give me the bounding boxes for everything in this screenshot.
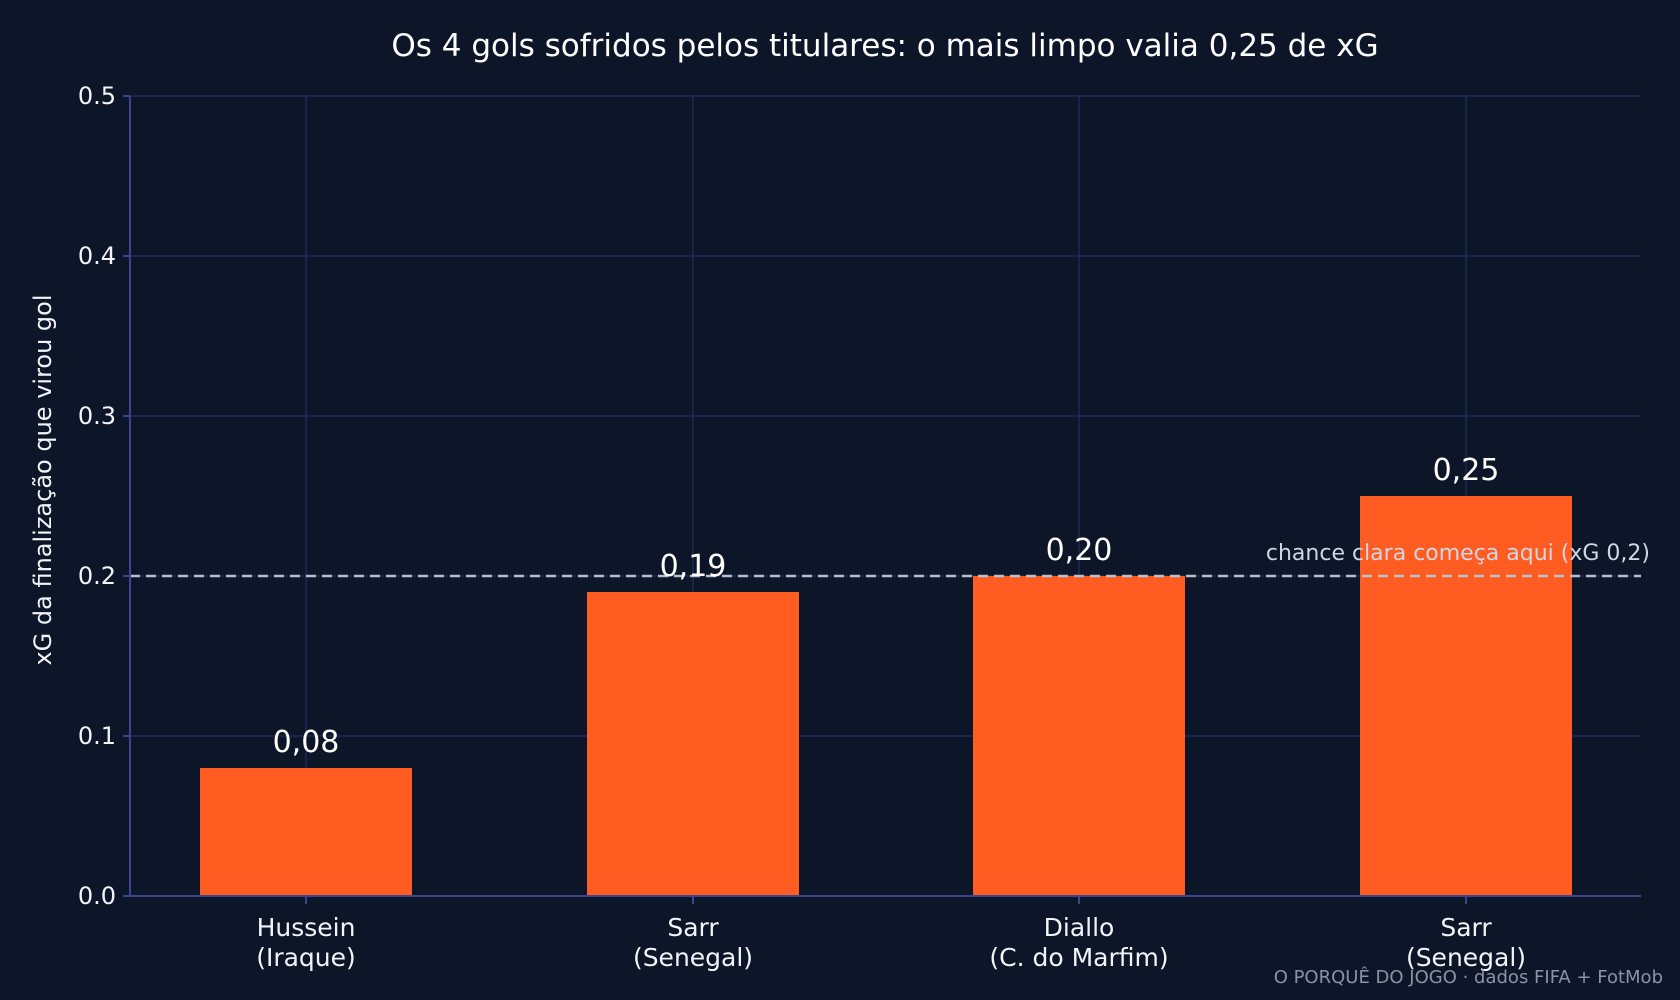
- value-label: 0,08: [273, 725, 340, 760]
- x-tick-label: (Iraque): [256, 943, 356, 972]
- bar: [1360, 496, 1572, 896]
- y-tick-label: 0.4: [78, 242, 116, 270]
- labels: 0.0 0.1 0.2 0.3 0.4 0.5 0,08 Hussein(Iraque) 0,1…: [78, 82, 1526, 972]
- x-tick-label: (C. do Marfim): [989, 943, 1168, 972]
- bar: [973, 576, 1185, 896]
- x-tick-label: (Senegal): [1406, 943, 1526, 972]
- bar: [587, 592, 799, 896]
- x-tick-label: (Senegal): [633, 943, 753, 972]
- bar: [200, 768, 412, 896]
- bars: [200, 496, 1572, 896]
- value-label: 0,20: [1046, 533, 1113, 568]
- y-axis-label: xG da finalização que virou gol: [29, 294, 57, 665]
- x-tick-label: Hussein: [257, 913, 356, 942]
- x-tick-label: Sarr: [1440, 913, 1492, 942]
- y-tick-label: 0.1: [78, 722, 116, 750]
- x-tick-label: Sarr: [667, 913, 719, 942]
- reference-line-label: chance clara começa aqui (xG 0,2): [1266, 541, 1650, 566]
- y-tick-label: 0.3: [78, 402, 116, 430]
- y-tick-label: 0.5: [78, 82, 116, 110]
- chart-title: Os 4 gols sofridos pelos titulares: o ma…: [391, 28, 1378, 64]
- reference-line-group: chance clara começa aqui (xG 0,2): [130, 541, 1650, 578]
- y-tick-label: 0.0: [78, 882, 116, 910]
- value-label: 0,19: [660, 549, 727, 584]
- y-tick-label: 0.2: [78, 562, 116, 590]
- source-credit: O PORQUÊ DO JOGO · dados FIFA + FotMob: [1274, 966, 1663, 988]
- x-tick-label: Diallo: [1044, 913, 1115, 942]
- axes: [123, 95, 1641, 904]
- value-label: 0,25: [1433, 453, 1500, 488]
